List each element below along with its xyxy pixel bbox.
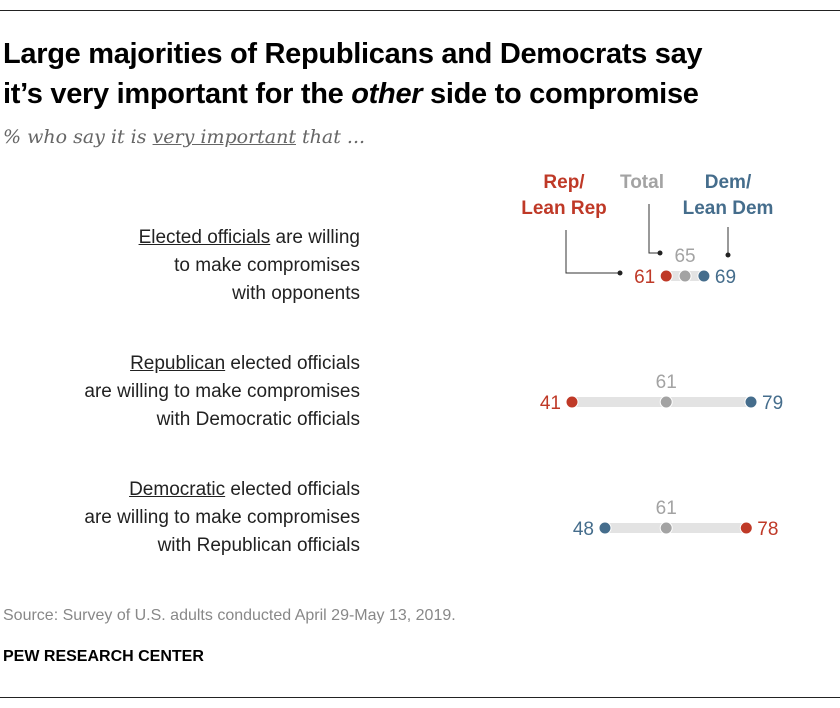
total-legend-connector — [648, 204, 660, 254]
legend-rep-label: Rep/ — [543, 172, 585, 193]
rep-value-label: 78 — [757, 519, 778, 540]
rep-dot — [659, 269, 673, 283]
row-label-text: are willing to make compromises — [84, 381, 360, 402]
row-label-text: with Democratic officials — [156, 409, 360, 430]
row-label-text: with Republican officials — [157, 535, 360, 556]
legend-connectors — [565, 204, 731, 276]
dem-value-label: 79 — [762, 393, 783, 414]
rep-value-label: 41 — [540, 393, 561, 414]
row-label-text: elected officials — [225, 353, 360, 374]
row-label-text: to make compromises — [174, 255, 360, 276]
total-dot — [678, 269, 692, 283]
total-dot — [659, 521, 673, 535]
title-text: side to compromise — [422, 78, 699, 110]
row-label-text: are willing to make compromises — [84, 507, 360, 528]
subtitle-text: that ... — [296, 126, 366, 148]
brand-name: PEW RESEARCH CENTER — [3, 648, 204, 665]
title-text: it’s very important for the — [3, 78, 352, 110]
legend: Rep/Lean Rep Total Dem/Lean Dem — [521, 172, 773, 219]
total-dot — [659, 395, 673, 409]
subtitle-underline: very important — [152, 126, 296, 148]
bottom-rule — [0, 697, 840, 698]
legend-rep-label: Lean Rep — [521, 198, 607, 219]
row-label-text: are willing — [270, 227, 361, 248]
rep-connector-dot — [617, 270, 623, 276]
dem-dot — [697, 269, 711, 283]
rep-dot — [565, 395, 579, 409]
row-label: Elected officials are willing to make com… — [139, 224, 360, 308]
chart-title: Large majorities of Republicans and Demo… — [3, 34, 703, 114]
legend-total-label: Total — [620, 172, 664, 193]
legend-dem-label: Dem/ — [705, 172, 752, 193]
total-value-label: 61 — [656, 498, 677, 519]
rep-legend-connector — [565, 230, 620, 274]
total-value-label: 61 — [656, 372, 677, 393]
row-label-text: with opponents — [232, 283, 360, 304]
dem-connector-dot — [725, 252, 731, 258]
title-line-2: it’s very important for the other side t… — [3, 74, 702, 114]
title-emphasis: other — [351, 78, 423, 110]
total-connector-dot — [657, 250, 663, 256]
dem-dot — [598, 521, 612, 535]
rep-dot — [739, 521, 753, 535]
dem-value-label: 48 — [573, 519, 594, 540]
legend-dem-label: Lean Dem — [683, 198, 774, 219]
chart-marks: 65 61 69 61 41 79 61 78 48 — [540, 246, 783, 540]
row-label: Democratic elected officials are willing … — [84, 476, 360, 560]
row-label-underlined: Republican — [130, 353, 226, 374]
source-note: Source: Survey of U.S. adults conducted … — [3, 607, 456, 624]
dem-value-label: 69 — [715, 267, 736, 288]
row-label-text: elected officials — [225, 479, 360, 500]
row-label: Republican elected officials are willing … — [84, 350, 360, 434]
chart-subtitle: % who say it is very important that ... — [3, 126, 365, 148]
subtitle-text: % who say it is — [3, 126, 153, 148]
top-rule — [0, 10, 840, 11]
rep-value-label: 61 — [634, 267, 655, 288]
dem-dot — [744, 395, 758, 409]
total-value-label: 65 — [674, 246, 695, 267]
row-label-underlined: Democratic — [129, 479, 226, 500]
title-line-1: Large majorities of Republicans and Demo… — [3, 38, 703, 70]
row-label-underlined: Elected officials — [138, 227, 271, 248]
